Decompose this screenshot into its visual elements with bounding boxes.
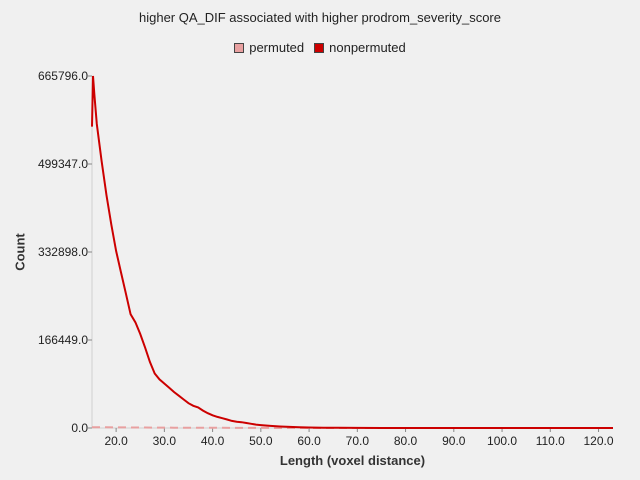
x-tick-label: 120.0: [584, 434, 614, 448]
y-tick-label: 166449.0: [38, 333, 88, 347]
x-tick-label: 60.0: [297, 434, 321, 448]
y-axis-label: Count: [12, 233, 28, 271]
series-layer: [91, 75, 613, 429]
axes: 0.0 166449.0 332898.0 499347.0 665796.0 20.0 3…: [38, 69, 614, 448]
y-tick-label: 0.0: [71, 421, 88, 435]
x-tick-label: 110.0: [536, 434, 565, 448]
x-tick-label: 20.0: [104, 434, 128, 448]
y-tick-label: 332898.0: [38, 245, 88, 259]
legend-item-permuted[interactable]: permuted: [234, 40, 304, 55]
series-line-nonpermuted: [91, 75, 613, 429]
x-tick-label: 80.0: [394, 434, 418, 448]
legend-label-nonpermuted: nonpermuted: [329, 40, 406, 55]
legend: permuted nonpermuted: [0, 40, 640, 55]
x-tick-label: 50.0: [249, 434, 273, 448]
x-tick-label: 40.0: [201, 434, 225, 448]
y-tick-label: 665796.0: [38, 69, 88, 83]
x-axis-label: Length (voxel distance): [279, 453, 426, 468]
y-tick-label: 499347.0: [38, 157, 88, 171]
legend-swatch-nonpermuted: [314, 42, 325, 53]
x-tick-label: 70.0: [346, 434, 370, 448]
x-tick-label: 30.0: [153, 434, 177, 448]
legend-item-nonpermuted[interactable]: nonpermuted: [314, 40, 406, 55]
x-tick-label: 90.0: [442, 434, 466, 448]
chart-title: higher QA_DIF associated with higher pro…: [138, 10, 501, 25]
x-tick-label: 100.0: [487, 434, 517, 448]
legend-swatch-permuted: [234, 42, 245, 53]
legend-label-permuted: permuted: [249, 40, 305, 55]
